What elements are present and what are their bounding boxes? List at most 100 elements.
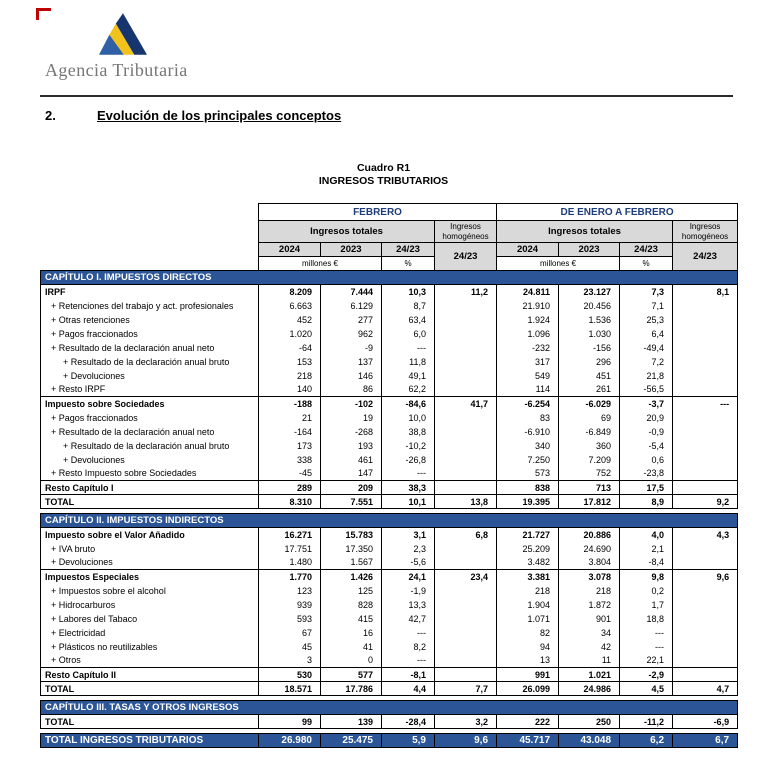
col-header-2024: 2024 [496,242,560,257]
cell-value: 338 [258,452,321,467]
cell-value: 20,9 [619,410,674,425]
line-item-row: + Otras retenciones 452 277 63,4 1.924 1.536 2… [40,312,739,327]
cell-value: 9,2 [672,494,739,509]
col-header-2023: 2023 [558,242,621,257]
cell-value: 6,2 [619,733,674,748]
section-title: Evolución de los principales conceptos [97,108,342,123]
cell-value: 3.804 [558,555,621,570]
cell-value: 153 [258,354,321,369]
cell-value: 6.663 [258,298,321,313]
cell-value: 114 [496,382,560,397]
header-rule [40,95,733,97]
cell-value: 137 [320,354,382,369]
cell-value: 7,7 [434,681,498,696]
section-gap [40,695,738,701]
row-label: + Electricidad [40,625,259,640]
row-label: + Otros [40,653,259,668]
cell-value: 218 [558,583,621,598]
cell-value [672,541,739,556]
cell-value: -8,4 [619,555,674,570]
cell-value: 38,3 [381,480,435,495]
cell-value: 17,5 [619,480,674,495]
cell-value: 25,3 [619,312,674,327]
cell-value: -164 [258,424,321,439]
cell-value: 147 [320,466,382,481]
cell-value: 451 [558,368,621,383]
cell-value: 63,4 [381,312,435,327]
cell-value: 6.129 [320,298,382,313]
cell-value [434,541,498,556]
row-label: + Devoluciones [40,555,259,570]
cell-value: 8,1 [672,284,739,299]
cell-value: 289 [258,480,321,495]
line-item-row: + Hidrocarburos 939 828 13,3 1.904 1.872 1,7 [40,597,739,612]
line-item-row: + Devoluciones 218 146 49,1 549 451 21,8 [40,368,739,383]
cell-value: 0,6 [619,452,674,467]
cell-value [672,424,739,439]
unit-header-percent: % [619,256,674,271]
line-item-row: + Resultado de la declaración anual brut… [40,354,739,369]
cell-value: -156 [558,340,621,355]
cell-value: 69 [558,410,621,425]
cell-value [434,639,498,654]
cell-value: 9,8 [619,569,674,584]
row-label: + Resto Impuesto sobre Sociedades [40,466,259,481]
cell-value [434,312,498,327]
cell-value: 3,2 [434,714,498,729]
red-corner-mark [36,8,51,20]
cell-value: -9 [320,340,382,355]
col-header-ratio: 24/23 [619,242,674,257]
cell-value: 3 [258,653,321,668]
section-row: CAPÍTULO III. TASAS Y OTROS INGRESOS [39,700,739,715]
header-corner [40,203,259,271]
cell-value: 713 [558,480,621,495]
line-item-row: + Impuestos sobre el alcohol 123 125 -1,9 21… [40,583,739,598]
section-label: CAPÍTULO I. IMPUESTOS DIRECTOS [39,270,739,285]
total-row: TOTAL 99 139 -28,4 3,2 222 250 -11,2 -6,9 [40,714,739,729]
cell-value: 7.209 [558,452,621,467]
col-header-ratio: 24/23 [381,242,435,257]
cell-value: 26.980 [258,733,321,748]
cell-value: 4,3 [672,527,739,542]
cell-value: 3.078 [558,569,621,584]
cell-value: 8,2 [381,639,435,654]
group-header-enero-a-febrero: DE ENERO A FEBRERO [496,203,739,221]
cell-value: -56,5 [619,382,674,397]
cell-value: 11,8 [381,354,435,369]
cell-value [672,653,739,668]
caption-ingresos-tributarios: INGRESOS TRIBUTARIOS [318,175,449,187]
row-label: + Retenciones del trabajo y act. profesi… [40,298,259,313]
cell-value: 10,1 [381,494,435,509]
cell-value: 4,4 [381,681,435,696]
cell-value [434,653,498,668]
cell-value: -0,9 [619,424,674,439]
cell-value: 4,0 [619,527,674,542]
cell-value: 218 [496,583,560,598]
row-label: + Resto IRPF [40,382,259,397]
cell-value [434,326,498,341]
cell-value [672,354,739,369]
unit-header-millones: millones € [496,256,621,271]
cell-value: -6.254 [496,396,560,411]
line-item-row: + Devoluciones 1.480 1.567 -5,6 3.482 3.804 -8… [40,555,739,570]
cell-value: 42,7 [381,611,435,626]
cell-value: 21.727 [496,527,560,542]
line-item-row: + Electricidad 67 16 --- 82 34 --- [40,625,739,640]
cell-value [434,480,498,495]
cell-value: 991 [496,667,560,682]
subtotal-row: Impuesto sobre el Valor Añadido 16.271 15.… [40,527,739,542]
cell-value: 1.030 [558,326,621,341]
row-label: TOTAL INGRESOS TRIBUTARIOS [40,733,259,748]
cell-value [672,298,739,313]
unit-header-millones: millones € [258,256,382,271]
cell-value: 939 [258,597,321,612]
cell-value: 360 [558,438,621,453]
cell-value: 25.475 [320,733,382,748]
row-label: + IVA bruto [40,541,259,556]
cell-value: 1,7 [619,597,674,612]
ingresos-tributarios-table: FEBRERO DE ENERO A FEBRERO Ingresos tota… [39,203,739,748]
cell-value: 1.480 [258,555,321,570]
cell-value: 10,0 [381,410,435,425]
row-label: + Devoluciones [40,452,259,467]
cell-value: 6,7 [672,733,739,748]
